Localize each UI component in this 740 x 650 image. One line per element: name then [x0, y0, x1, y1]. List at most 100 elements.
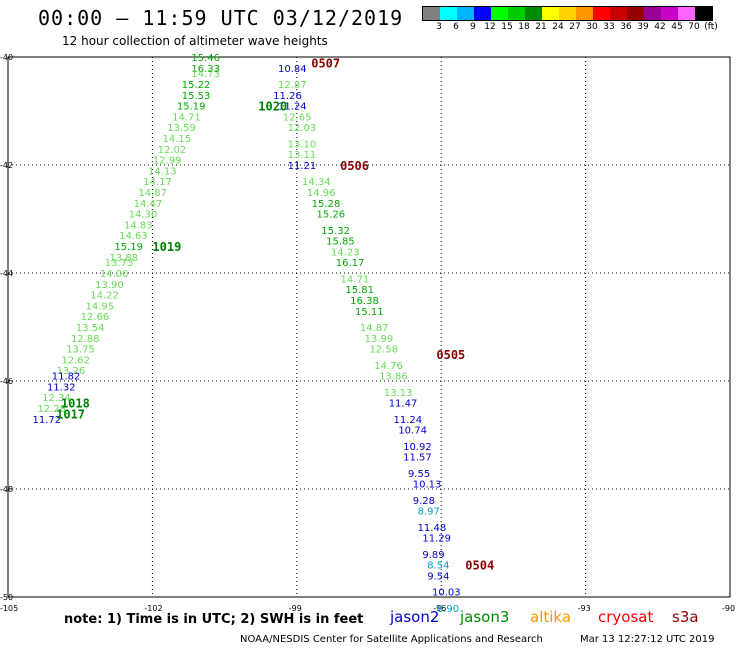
legend-label: (ft) — [704, 22, 718, 32]
lon-tick-label: -102 — [144, 604, 162, 613]
swh-point: 11.48 — [418, 523, 447, 534]
swh-point: 14.63 — [119, 231, 148, 242]
legend-swatch — [542, 7, 559, 20]
swh-point: 10.92 — [403, 442, 432, 453]
swh-point: 12.66 — [81, 312, 110, 323]
satellite-altika: altika — [530, 608, 572, 626]
swh-point: 11.21 — [288, 161, 317, 172]
swh-point: 15.53 — [182, 91, 211, 102]
swh-point: 14.83 — [124, 220, 153, 231]
swh-point: 14.34 — [302, 177, 331, 188]
wave-height-points: 15.4616.3314.7315.2215.5315.1914.7113.59… — [33, 53, 461, 615]
swh-point: 14.22 — [90, 291, 119, 302]
map-grid — [7, 56, 731, 598]
legend-swatch — [610, 7, 627, 20]
legend-swatch — [525, 7, 542, 20]
swh-point: 14.73 — [191, 69, 220, 80]
lon-tick-label: -99 — [289, 604, 302, 613]
swh-point: 11.82 — [52, 372, 81, 383]
swh-point: 8.54 — [427, 561, 449, 572]
swh-point: 12.87 — [278, 80, 307, 91]
swh-point: 12.58 — [369, 345, 398, 356]
swh-point: 9.54 — [427, 571, 449, 582]
swh-point: 11.47 — [389, 399, 418, 410]
time-label: 1020 — [258, 100, 287, 114]
swh-point: 14.95 — [85, 301, 114, 312]
swh-point: 14.15 — [162, 134, 191, 145]
swh-point: 15.22 — [182, 80, 211, 91]
lat-tick-label: -40 — [0, 53, 13, 62]
legend-color-bar — [422, 6, 713, 21]
swh-point: 8.97 — [418, 507, 440, 518]
swh-point: 11.72 — [33, 415, 62, 426]
legend-labels: 3 6 9 12 15 18 21 24 27 30 33 36 39 42 45 70 (ft) — [422, 22, 740, 34]
time-label: 1018 — [61, 397, 90, 411]
page-subtitle: 12 hour collection of altimeter wave hei… — [62, 34, 328, 48]
swh-point: 15.19 — [177, 102, 206, 113]
swh-point: 11.29 — [422, 534, 451, 545]
lat-tick-label: -48 — [0, 485, 13, 494]
legend-swatch — [491, 7, 508, 20]
axis-tick-labels: -40 -42 -44 -46 -48 -50 -105 -102 -99 -96 -93 -90 — [0, 53, 735, 613]
lon-tick-label: -90 — [722, 604, 735, 613]
time-label: 0504 — [465, 559, 494, 573]
swh-point: 13.10 — [288, 139, 317, 150]
legend-label: 36 — [620, 22, 632, 32]
legend-swatch — [695, 7, 712, 20]
footer-note: note: 1) Time is in UTC; 2) SWH is in fe… — [64, 612, 364, 627]
footer-credit: NOAA/NESDIS Center for Satellite Applica… — [240, 634, 543, 645]
lon-tick-label: -96 — [433, 604, 446, 613]
swh-point: 15.46 — [191, 53, 220, 64]
swh-point: 13.90 — [95, 280, 124, 291]
legend-label: 70 — [688, 22, 700, 32]
legend-label: 45 — [671, 22, 683, 32]
swh-point: 10.03 — [432, 588, 461, 599]
swh-point: 12.99 — [153, 156, 182, 167]
legend-label: 18 — [518, 22, 530, 32]
satellite-jason3: jason3 — [460, 608, 510, 626]
legend-label: 6 — [453, 22, 459, 32]
swh-point: 15.11 — [355, 307, 384, 318]
legend-label: 33 — [603, 22, 615, 32]
satellite-s3a: s3a — [672, 608, 699, 626]
swh-point: 14.30 — [129, 210, 158, 221]
lat-tick-label: -42 — [0, 161, 13, 170]
swh-point: 16.38 — [350, 296, 379, 307]
swh-point: 13.54 — [76, 323, 105, 334]
swh-point: 13.11 — [288, 150, 317, 161]
swh-point: 14.71 — [172, 112, 201, 123]
swh-point: 13.73 — [105, 258, 134, 269]
swh-point: 16.17 — [336, 258, 365, 269]
lat-tick-label: -46 — [0, 377, 13, 386]
swh-point: 10.84 — [278, 64, 307, 75]
swh-point: 12.28 — [37, 404, 66, 415]
time-label: 0505 — [436, 348, 465, 362]
swh-point: 9.28 — [413, 496, 435, 507]
lat-tick-label: -50 — [0, 593, 13, 602]
lon-tick-label: -105 — [0, 604, 18, 613]
swh-point: 11.24 — [394, 415, 423, 426]
swh-point: 12.02 — [158, 145, 187, 156]
legend-swatch — [440, 7, 457, 20]
legend-label: 12 — [484, 22, 496, 32]
time-label: 1019 — [152, 240, 181, 254]
swh-point: 14.23 — [331, 247, 360, 258]
legend-swatch — [423, 7, 440, 20]
swh-point: 15.28 — [312, 199, 341, 210]
swh-point: 12.65 — [283, 112, 312, 123]
swh-point: 13.26 — [57, 366, 86, 377]
swh-point: 13.13 — [384, 388, 413, 399]
legend-swatch — [678, 7, 695, 20]
lat-tick-label: -44 — [0, 269, 13, 278]
page-title: 00:00 – 11:59 UTC 03/12/2019 — [38, 6, 404, 30]
swh-point: 12.88 — [71, 334, 100, 345]
legend-swatch — [559, 7, 576, 20]
swh-point: 9.55 — [408, 469, 430, 480]
swh-point: 14.71 — [341, 274, 370, 285]
swh-point: 13.59 — [167, 123, 196, 134]
swh-point: 15.26 — [316, 210, 345, 221]
legend-label: 15 — [501, 22, 513, 32]
swh-point: 14.17 — [143, 177, 172, 188]
swh-point: 11.32 — [47, 382, 76, 393]
